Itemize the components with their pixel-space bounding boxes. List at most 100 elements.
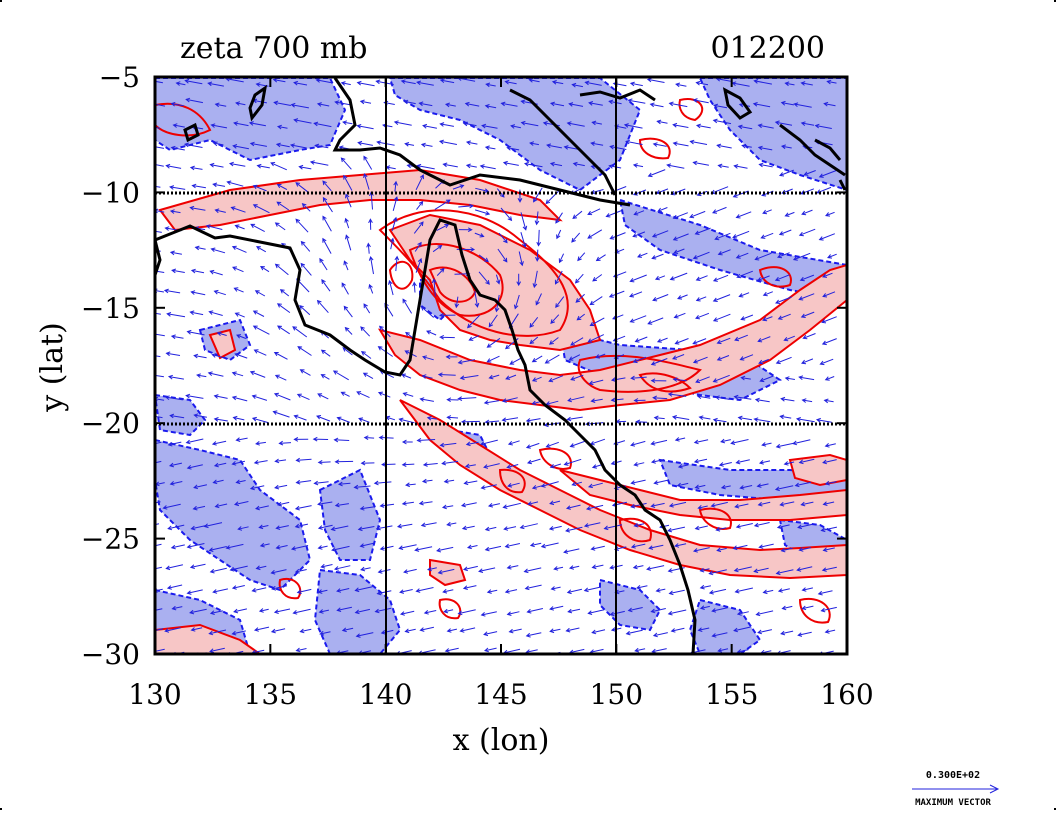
wind-vector (716, 337, 731, 345)
wind-vector (363, 172, 370, 190)
wind-vector (446, 397, 459, 403)
wind-vector (625, 139, 643, 145)
wind-vector (299, 628, 312, 634)
wind-vector (209, 162, 224, 168)
wind-vector (336, 416, 350, 423)
wind-vector (548, 375, 564, 383)
wind-vector (295, 182, 309, 193)
wind-vector (483, 631, 498, 637)
wind-vector (155, 415, 163, 419)
wind-vector (276, 124, 288, 130)
wind-vector (186, 329, 205, 336)
wind-vector (272, 410, 290, 418)
wind-vector (584, 80, 602, 86)
wind-vector (203, 522, 223, 529)
wind-vector (250, 223, 265, 233)
y-tick-label: −10 (81, 176, 140, 209)
wind-vector (550, 314, 560, 324)
wind-vector (332, 370, 349, 381)
wind-vector (784, 81, 795, 87)
wind-vector (758, 460, 771, 465)
wind-vector (270, 628, 286, 634)
wind-vector (712, 294, 731, 302)
wind-vector (588, 379, 604, 386)
wind-vector (555, 212, 563, 224)
wind-vector (230, 206, 246, 213)
wind-vector (299, 369, 311, 376)
wind-vector (695, 376, 710, 384)
wind-vector (474, 291, 480, 308)
wind-vector (591, 564, 604, 570)
wind-vector (711, 632, 728, 638)
wind-vector (783, 461, 795, 466)
wind-vector (799, 274, 815, 282)
wind-vector (528, 78, 540, 83)
wind-vector (457, 609, 476, 616)
wind-vector (234, 224, 245, 230)
wind-vector (637, 252, 648, 258)
wind-vector (249, 141, 267, 147)
wind-vector (699, 605, 710, 610)
wind-vector (171, 605, 183, 611)
wind-vector (558, 253, 565, 264)
wind-vector (404, 142, 415, 147)
wind-vector (252, 310, 265, 317)
wind-vector (634, 647, 646, 653)
wind-vector (274, 263, 289, 276)
wind-vector (340, 157, 352, 170)
wind-vector (252, 184, 267, 192)
wind-vector (505, 374, 517, 380)
wind-vector (549, 628, 561, 634)
wind-vector (595, 254, 606, 262)
wind-vector (212, 588, 229, 594)
wind-vector (792, 252, 811, 261)
wind-vector (821, 338, 837, 346)
wind-vector (402, 298, 413, 314)
wind-vector (502, 160, 519, 166)
wind-vector (194, 245, 206, 251)
wind-vector (718, 462, 732, 467)
wind-vector (775, 569, 794, 576)
wind-vector (360, 566, 371, 572)
wind-vector (356, 80, 375, 87)
wind-vector (360, 350, 372, 359)
wind-vector (377, 391, 391, 398)
wind-vector (549, 500, 561, 506)
wind-vector (739, 354, 754, 361)
wind-vector (551, 80, 564, 85)
wind-vector (186, 464, 203, 470)
wind-vector (733, 626, 751, 633)
wind-vector (774, 120, 793, 126)
wind-vector (672, 141, 689, 147)
wind-vector (300, 240, 311, 252)
wind-vector (229, 565, 248, 572)
wind-vector (800, 311, 815, 318)
wind-vector (484, 145, 496, 151)
wind-vector (252, 325, 270, 335)
wind-vector (483, 463, 500, 469)
x-tick-label: 155 (705, 678, 758, 711)
wind-vector (498, 232, 508, 244)
wind-vector (249, 485, 265, 491)
wind-vector (345, 234, 352, 251)
wind-vector (565, 504, 581, 510)
wind-vector (401, 439, 413, 445)
wind-vector (169, 413, 185, 419)
wind-vector (712, 274, 729, 282)
wind-vector (692, 251, 710, 260)
wind-vector (294, 505, 312, 511)
wind-vector (231, 585, 245, 590)
wind-vector (368, 255, 374, 275)
wind-vector (501, 397, 518, 403)
wind-vector (568, 102, 584, 107)
wind-vector (653, 415, 665, 421)
wind-vector (170, 101, 184, 107)
wind-vector (295, 457, 312, 463)
wind-vector (554, 270, 563, 285)
wind-vector (398, 544, 417, 550)
wind-vector (699, 584, 712, 590)
wind-vector (752, 102, 771, 108)
wind-vector (759, 375, 774, 383)
wind-vector (253, 349, 267, 356)
x-tick-labels: 130 135 140 145 150 155 160 (128, 678, 873, 711)
